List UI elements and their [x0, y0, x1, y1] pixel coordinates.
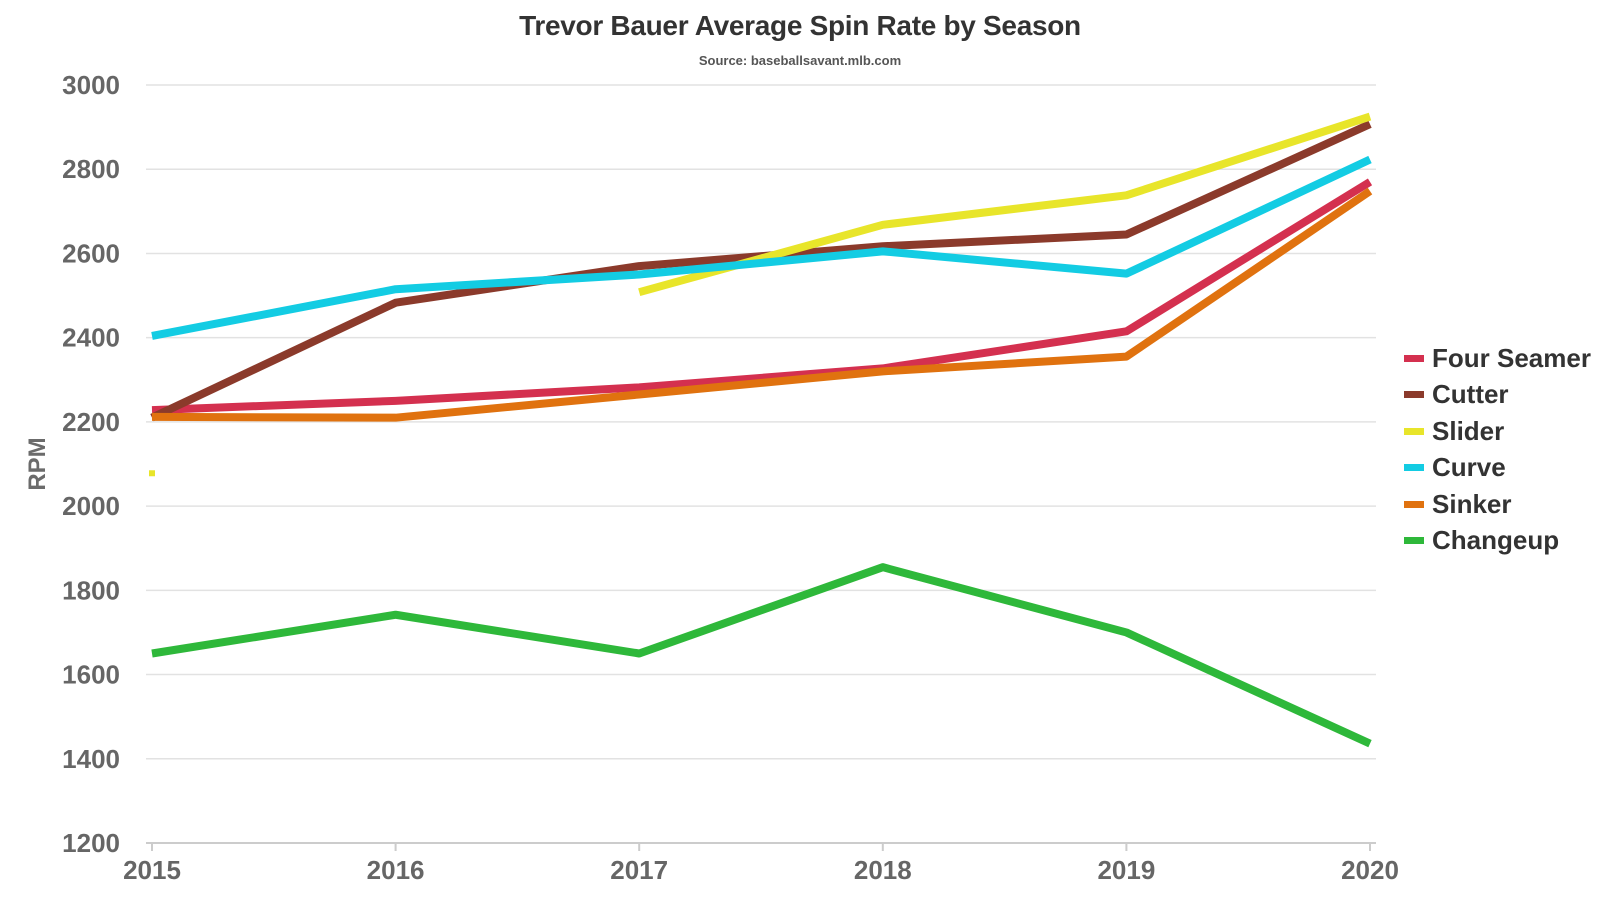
legend-label: Four Seamer [1432, 342, 1591, 373]
y-tick-label: 2200 [62, 407, 120, 437]
legend-item-changeup: Changeup [1404, 523, 1591, 560]
x-tick-label: 2017 [610, 855, 668, 885]
y-tick-label: 3000 [62, 70, 120, 100]
y-tick-label: 1800 [62, 575, 120, 605]
y-tick-label: 1400 [62, 744, 120, 774]
series-line-sinker [151, 187, 1373, 422]
legend-swatch [1404, 500, 1424, 508]
series-point-slider [149, 470, 155, 477]
x-tick-label: 2016 [367, 855, 425, 885]
y-axis-ticks: 1200 1400 1600 1800 2000 2200 2400 2600 2800 3000 [62, 70, 120, 858]
chart-title: Trevor Bauer Average Spin Rate by Season [519, 10, 1081, 41]
legend-item-curve: Curve [1404, 450, 1591, 487]
series-line-slider [638, 112, 1372, 297]
legend-swatch [1404, 537, 1424, 545]
legend-item-sinker: Sinker [1404, 486, 1591, 523]
y-tick-label: 1600 [62, 660, 120, 690]
legend-label: Curve [1432, 452, 1506, 483]
legend-label: Changeup [1432, 525, 1560, 556]
x-tick-label: 2018 [854, 855, 912, 885]
chart-subtitle: Source: baseballsavant.mlb.com [698, 53, 902, 68]
legend-item-slider: Slider [1404, 413, 1591, 450]
legend-item-cutter: Cutter [1404, 377, 1591, 414]
legend-label: Slider [1432, 415, 1505, 446]
legend-swatch [1404, 354, 1424, 362]
series-line-changeup [151, 563, 1372, 748]
legend-swatch [1404, 464, 1424, 472]
gridlines [146, 84, 1376, 844]
series-line-curve [151, 155, 1372, 340]
series-lines [149, 112, 1373, 748]
legend-label: Sinker [1432, 488, 1512, 519]
x-tick-label: 2020 [1341, 855, 1399, 885]
x-tick-label: 2019 [1097, 855, 1155, 885]
y-tick-label: 2800 [62, 154, 120, 184]
legend-swatch [1404, 427, 1424, 435]
y-tick-label: 2000 [62, 491, 120, 521]
series-line-four-seamer [151, 178, 1373, 415]
x-axis-ticks: 2015 2016 2017 2018 2019 2020 [123, 843, 1399, 885]
legend-item-four-seamer: Four Seamer [1404, 340, 1591, 377]
y-tick-label: 1200 [62, 828, 120, 858]
legend: Four Seamer Cutter Slider Curve Sinker Change… [1404, 340, 1591, 559]
y-tick-label: 2400 [62, 323, 120, 353]
x-tick-label: 2015 [123, 855, 181, 885]
legend-label: Cutter [1432, 379, 1509, 410]
legend-swatch [1404, 391, 1424, 399]
series-line-cutter [150, 120, 1372, 422]
y-tick-label: 2600 [62, 238, 120, 268]
